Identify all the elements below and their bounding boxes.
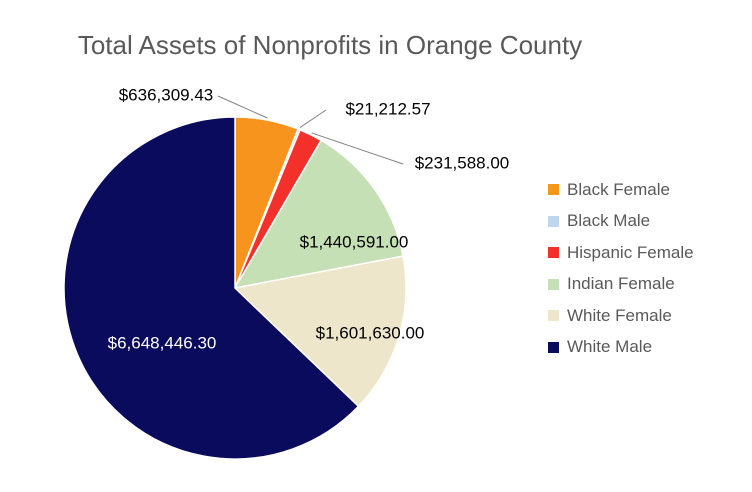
pie-slice-indian-female (233, 139, 404, 290)
legend-item-white-female: White Female (548, 300, 694, 332)
legend-swatch (548, 184, 559, 196)
leader-line-hispanic-female (311, 132, 404, 165)
data-label-black-female: $636,309.43 (119, 85, 214, 104)
data-label-indian-female: $1,440,591.00 (300, 232, 409, 251)
pie-slice-white-female (233, 255, 407, 408)
data-label-hispanic-female: $231,588.00 (415, 153, 510, 172)
legend: Black Female Black Male Hispanic Female Ind… (548, 174, 694, 363)
legend-label: White Female (567, 305, 672, 325)
legend-item-indian-female: Indian Female (548, 269, 694, 301)
data-label-black-male: $21,212.57 (345, 99, 430, 118)
pie-slice-white-male (63, 116, 360, 460)
legend-item-black-male: Black Male (548, 206, 694, 238)
data-label-white-male: $6,648,446.30 (108, 333, 217, 352)
leader-line-black-female (217, 95, 268, 119)
legend-swatch (548, 278, 559, 290)
legend-item-hispanic-female: Hispanic Female (548, 237, 694, 269)
legend-label: Black Male (567, 211, 651, 231)
legend-item-white-male: White Male (548, 332, 694, 364)
legend-label: Indian Female (567, 274, 675, 294)
legend-label: Black Female (567, 179, 670, 199)
legend-swatch (548, 247, 559, 259)
legend-swatch (548, 310, 559, 322)
data-label-white-female: $1,601,630.00 (316, 323, 425, 342)
legend-label: White Male (567, 337, 653, 357)
leader-line-black-male (299, 109, 327, 129)
legend-swatch (548, 341, 559, 353)
chart-title: Total Assets of Nonprofits in Orange Cou… (77, 30, 583, 60)
legend-swatch (548, 215, 559, 227)
legend-item-black-female: Black Female (548, 174, 694, 206)
legend-label: Hispanic Female (567, 242, 694, 262)
